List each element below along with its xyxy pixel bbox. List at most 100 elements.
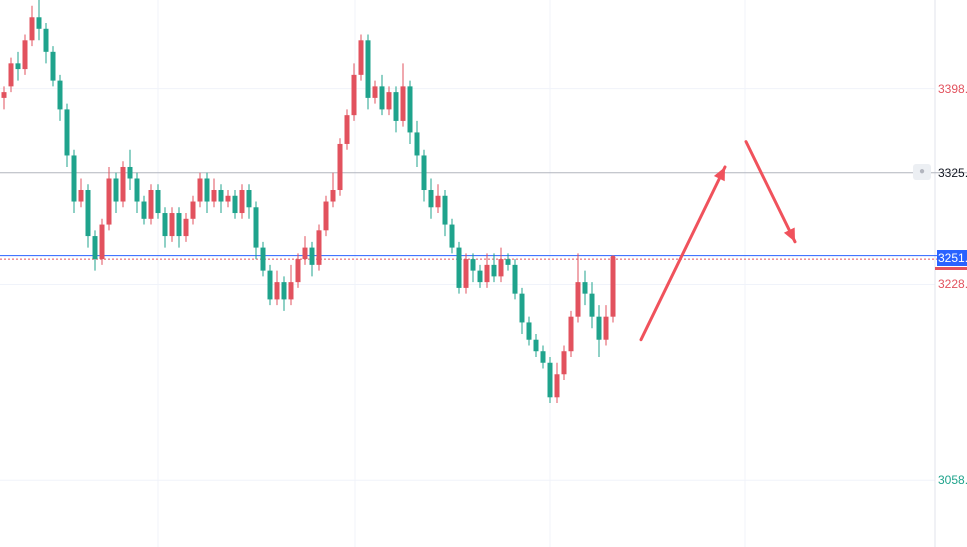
candle-body[interactable] (386, 92, 392, 110)
candle-body[interactable] (106, 178, 112, 225)
candle-body[interactable] (505, 259, 511, 265)
candle-body[interactable] (246, 190, 252, 208)
candle-body[interactable] (484, 264, 490, 283)
candle-body[interactable] (456, 247, 462, 288)
candle-body[interactable] (141, 201, 147, 219)
candle-body[interactable] (603, 316, 609, 340)
candle-body[interactable] (498, 259, 504, 277)
candle-body[interactable] (78, 190, 84, 202)
candle-body[interactable] (36, 17, 42, 29)
candle-body[interactable] (358, 40, 364, 75)
candle-body[interactable] (239, 190, 245, 214)
bell-icon[interactable]: ● (913, 164, 931, 180)
candle-body[interactable] (225, 195, 231, 202)
candle-body[interactable] (379, 86, 385, 110)
arrow-line[interactable] (639, 165, 727, 342)
candle-body[interactable] (491, 264, 497, 277)
candle-body[interactable] (470, 259, 476, 271)
candle-body[interactable] (295, 259, 301, 283)
candle-body[interactable] (393, 92, 399, 121)
candle-body[interactable] (309, 247, 315, 265)
candle-body[interactable] (323, 201, 329, 231)
candle-body[interactable] (127, 166, 133, 179)
candle-body[interactable] (211, 190, 217, 202)
candle-body[interactable] (113, 178, 119, 202)
candle-body[interactable] (596, 316, 602, 340)
price-axis-label: 3325. (938, 165, 967, 180)
candle-body[interactable] (582, 282, 588, 294)
candle-body[interactable] (169, 213, 175, 237)
candle-body[interactable] (253, 207, 259, 248)
candle-body[interactable] (120, 166, 126, 202)
candle-body[interactable] (260, 247, 266, 271)
candle-body[interactable] (155, 190, 161, 214)
candle-body[interactable] (85, 190, 91, 237)
candle-body[interactable] (351, 74, 357, 116)
candle-body[interactable] (267, 270, 273, 300)
candle-body[interactable] (330, 190, 336, 202)
candle-body[interactable] (176, 213, 182, 237)
candle-body[interactable] (92, 236, 98, 260)
candle-body[interactable] (288, 282, 294, 300)
candle-body[interactable] (477, 270, 483, 283)
candle-body[interactable] (575, 282, 581, 317)
candle-body[interactable] (99, 224, 105, 260)
candle-body[interactable] (547, 362, 553, 398)
candle-body[interactable] (50, 51, 56, 81)
candle-body[interactable] (589, 293, 595, 317)
candle-body[interactable] (302, 247, 308, 260)
candle-body[interactable] (15, 63, 21, 70)
candle-body[interactable] (512, 264, 518, 294)
candle-body[interactable] (218, 190, 224, 202)
current-price-marker (935, 266, 967, 270)
arrow-line[interactable] (744, 140, 797, 244)
candle-body[interactable] (428, 190, 434, 208)
candle-body[interactable] (400, 86, 406, 121)
candle-body[interactable] (372, 86, 378, 98)
candle-body[interactable] (463, 259, 469, 288)
candle-body[interactable] (421, 155, 427, 191)
candle-body[interactable] (526, 322, 532, 340)
candle-body[interactable] (204, 178, 210, 202)
candle-body[interactable] (533, 339, 539, 352)
candle-body[interactable] (183, 218, 189, 237)
candle-body[interactable] (29, 17, 35, 41)
candle-body[interactable] (449, 224, 455, 248)
candle-body[interactable] (281, 282, 287, 300)
candle-body[interactable] (519, 293, 525, 323)
candle-body[interactable] (57, 80, 63, 110)
candle-body[interactable] (414, 132, 420, 156)
price-axis-label: 3058. (938, 473, 967, 488)
candle-body[interactable] (43, 28, 49, 52)
price-axis-label: 3251. (937, 249, 967, 266)
candle-body[interactable] (316, 230, 322, 265)
candle-body[interactable] (568, 316, 574, 352)
candle-body[interactable] (554, 374, 560, 398)
candle-body[interactable] (190, 201, 196, 219)
candle-body[interactable] (407, 86, 413, 133)
candle-body[interactable] (64, 109, 70, 156)
candle-body[interactable] (540, 351, 546, 363)
candle-body[interactable] (344, 115, 350, 144)
candle-body[interactable] (8, 63, 14, 87)
arrow-head[interactable] (783, 227, 795, 242)
candle-body[interactable] (197, 178, 203, 202)
candle-body[interactable] (365, 40, 371, 98)
candle-body[interactable] (22, 40, 28, 70)
candle-body[interactable] (148, 190, 154, 219)
price-axis-label: 3228. (938, 277, 967, 292)
candle-body[interactable] (435, 195, 441, 208)
candle-body[interactable] (610, 259, 616, 317)
candle-body[interactable] (71, 155, 77, 202)
candle-body[interactable] (274, 282, 280, 300)
candle-body[interactable] (561, 351, 567, 375)
candle-body[interactable] (337, 143, 343, 191)
candle-body[interactable] (232, 195, 238, 214)
candle-body[interactable] (162, 213, 168, 237)
candle-body[interactable] (442, 195, 448, 225)
candle-body[interactable] (134, 178, 140, 202)
arrow-head[interactable] (713, 166, 725, 182)
last-price-dot (610, 255, 616, 261)
candle-body[interactable] (1, 92, 7, 98)
